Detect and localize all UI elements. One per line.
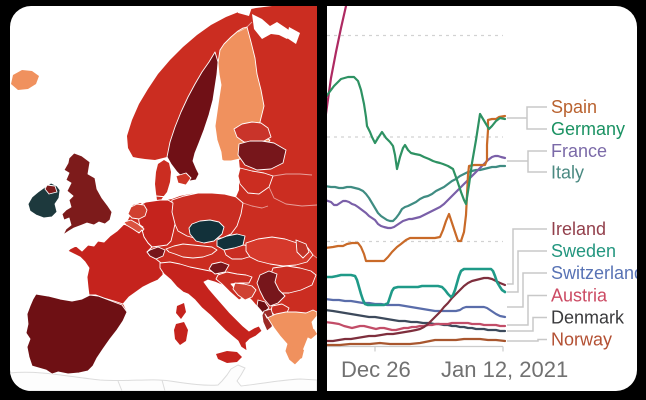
svg-text:Italy: Italy (551, 163, 584, 183)
svg-text:Denmark: Denmark (551, 308, 625, 328)
svg-text:Germany: Germany (551, 119, 625, 139)
svg-text:Sweden: Sweden (551, 241, 616, 261)
svg-text:Austria: Austria (551, 286, 608, 306)
svg-text:Dec 26: Dec 26 (341, 357, 411, 382)
svg-text:France: France (551, 141, 607, 161)
svg-text:Switzerland: Switzerland (551, 263, 637, 283)
svg-text:Jan 12, 2021: Jan 12, 2021 (441, 357, 568, 382)
svg-text:Norway: Norway (551, 330, 612, 350)
svg-text:Spain: Spain (551, 97, 597, 117)
svg-text:Ireland: Ireland (551, 219, 606, 239)
